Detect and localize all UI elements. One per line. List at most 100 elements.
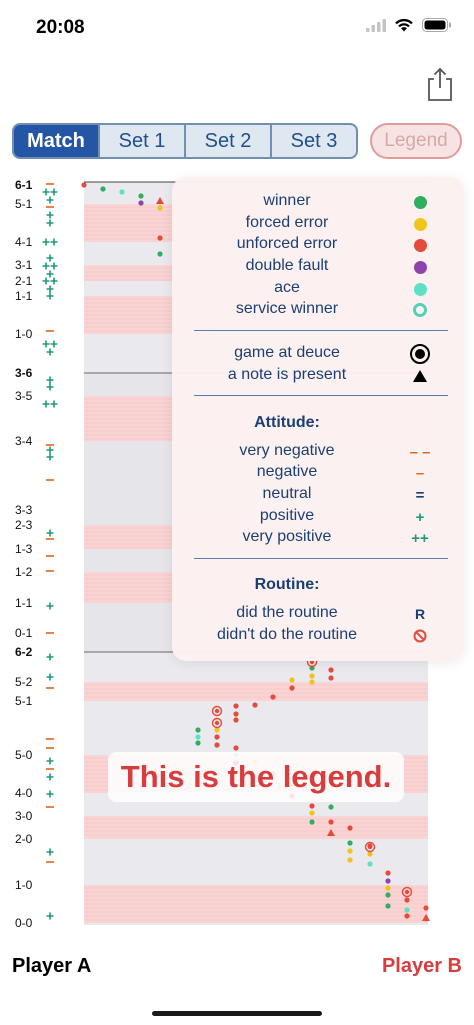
point-marker — [214, 734, 220, 740]
positive-mark — [50, 340, 58, 348]
legend-label: service winner — [235, 300, 339, 317]
positive-mark — [46, 376, 54, 384]
positive-mark — [46, 270, 54, 278]
note-triangle-icon — [413, 370, 427, 382]
positive-mark — [46, 292, 54, 300]
game-band — [84, 816, 428, 839]
positive-mark — [46, 602, 54, 610]
legend-button[interactable]: Legend — [370, 123, 462, 159]
legend-label: double fault — [245, 257, 329, 274]
point-marker — [233, 703, 239, 709]
point-marker — [138, 200, 144, 206]
attitude-column — [42, 183, 58, 920]
home-indicator[interactable] — [152, 1011, 322, 1016]
score-label: 2-1 — [15, 274, 33, 288]
status-icons — [366, 18, 452, 32]
score-label: 0-0 — [15, 916, 33, 930]
deuce-marker — [211, 705, 223, 717]
positive-mark — [46, 529, 54, 537]
positive-mark — [46, 196, 54, 204]
positive-mark — [50, 262, 58, 270]
very-negative-symbol: – – — [409, 443, 431, 461]
positive-mark — [46, 446, 54, 454]
positive-mark — [42, 400, 50, 408]
positive-mark — [46, 348, 54, 356]
deuce-marker — [364, 841, 376, 853]
point-marker — [233, 717, 239, 723]
legend-label: negative — [256, 463, 318, 480]
legend-divider — [194, 330, 448, 331]
tab-set-3[interactable]: Set 3 — [270, 125, 356, 157]
point-marker — [404, 913, 410, 919]
legend-service-winner: service winner — [172, 299, 464, 321]
status-time: 20:08 — [36, 17, 85, 38]
score-label: 5-1 — [15, 694, 33, 708]
positive-mark — [46, 912, 54, 920]
score-label: 1-1 — [15, 289, 33, 303]
score-label: 2-3 — [15, 518, 33, 532]
legend-unforced-error: unforced error — [172, 234, 464, 256]
point-marker — [270, 694, 276, 700]
battery-icon — [422, 18, 451, 32]
point-marker — [404, 907, 410, 913]
point-marker — [385, 870, 391, 876]
legend-label: ace — [274, 279, 300, 296]
forced-error-dot-icon — [413, 217, 427, 231]
point-marker — [119, 189, 125, 195]
deuce-marker-center — [404, 889, 410, 895]
point-marker — [385, 885, 391, 891]
ace-dot-icon — [413, 282, 427, 296]
legend-label: very positive — [242, 528, 332, 545]
legend-negative: negative – — [172, 462, 464, 484]
deuce-marker-center — [214, 720, 220, 726]
tab-set-2[interactable]: Set 2 — [184, 125, 270, 157]
positive-mark — [42, 340, 50, 348]
share-button[interactable] — [424, 66, 456, 102]
score-label: 1-3 — [15, 542, 33, 556]
positive-mark — [42, 277, 50, 285]
cellular-signal-icon — [366, 18, 386, 32]
positive-mark — [42, 262, 50, 270]
score-label: 1-1 — [15, 596, 33, 610]
score-label: 1-0 — [15, 878, 33, 892]
point-marker — [138, 193, 144, 199]
positive-mark — [50, 400, 58, 408]
player-b-label: Player B — [381, 955, 462, 977]
positive-mark — [46, 453, 54, 461]
point-marker — [404, 897, 410, 903]
neutral-symbol: = — [415, 486, 425, 504]
legend-forced-error: forced error — [172, 213, 464, 235]
deuce-marker — [401, 886, 413, 898]
legend-label: winner — [263, 192, 311, 209]
prohibited-icon — [413, 629, 427, 643]
positive-mark — [50, 188, 58, 196]
legend-label: forced error — [245, 214, 329, 231]
positive-mark — [46, 211, 54, 219]
legend-double-fault: double fault — [172, 256, 464, 278]
unforced-error-dot-icon — [413, 238, 427, 252]
positive-mark — [46, 219, 54, 227]
negative-symbol: – — [415, 464, 425, 482]
deuce-marker — [211, 717, 223, 729]
game-band — [84, 682, 428, 701]
point-marker — [367, 851, 373, 857]
point-marker — [233, 711, 239, 717]
positive-mark — [46, 653, 54, 661]
tab-set-1[interactable]: Set 1 — [98, 125, 184, 157]
winner-dot-icon — [413, 195, 427, 209]
routine-r-symbol: R — [414, 606, 426, 622]
score-label: 4-1 — [15, 235, 33, 249]
point-marker — [328, 819, 334, 825]
legend-neutral: neutral = — [172, 484, 464, 506]
legend-label: neutral — [262, 485, 312, 502]
point-marker — [289, 677, 295, 683]
point-marker — [157, 251, 163, 257]
positive-mark — [46, 254, 54, 262]
score-label: 5-1 — [15, 197, 33, 211]
legend-callout: This is the legend. — [108, 752, 404, 802]
point-marker — [195, 740, 201, 746]
legend-panel: winner forced error unforced error doubl… — [172, 177, 464, 661]
score-label: 3-3 — [15, 503, 33, 517]
tab-match[interactable]: Match — [14, 125, 98, 157]
share-icon — [428, 67, 452, 101]
